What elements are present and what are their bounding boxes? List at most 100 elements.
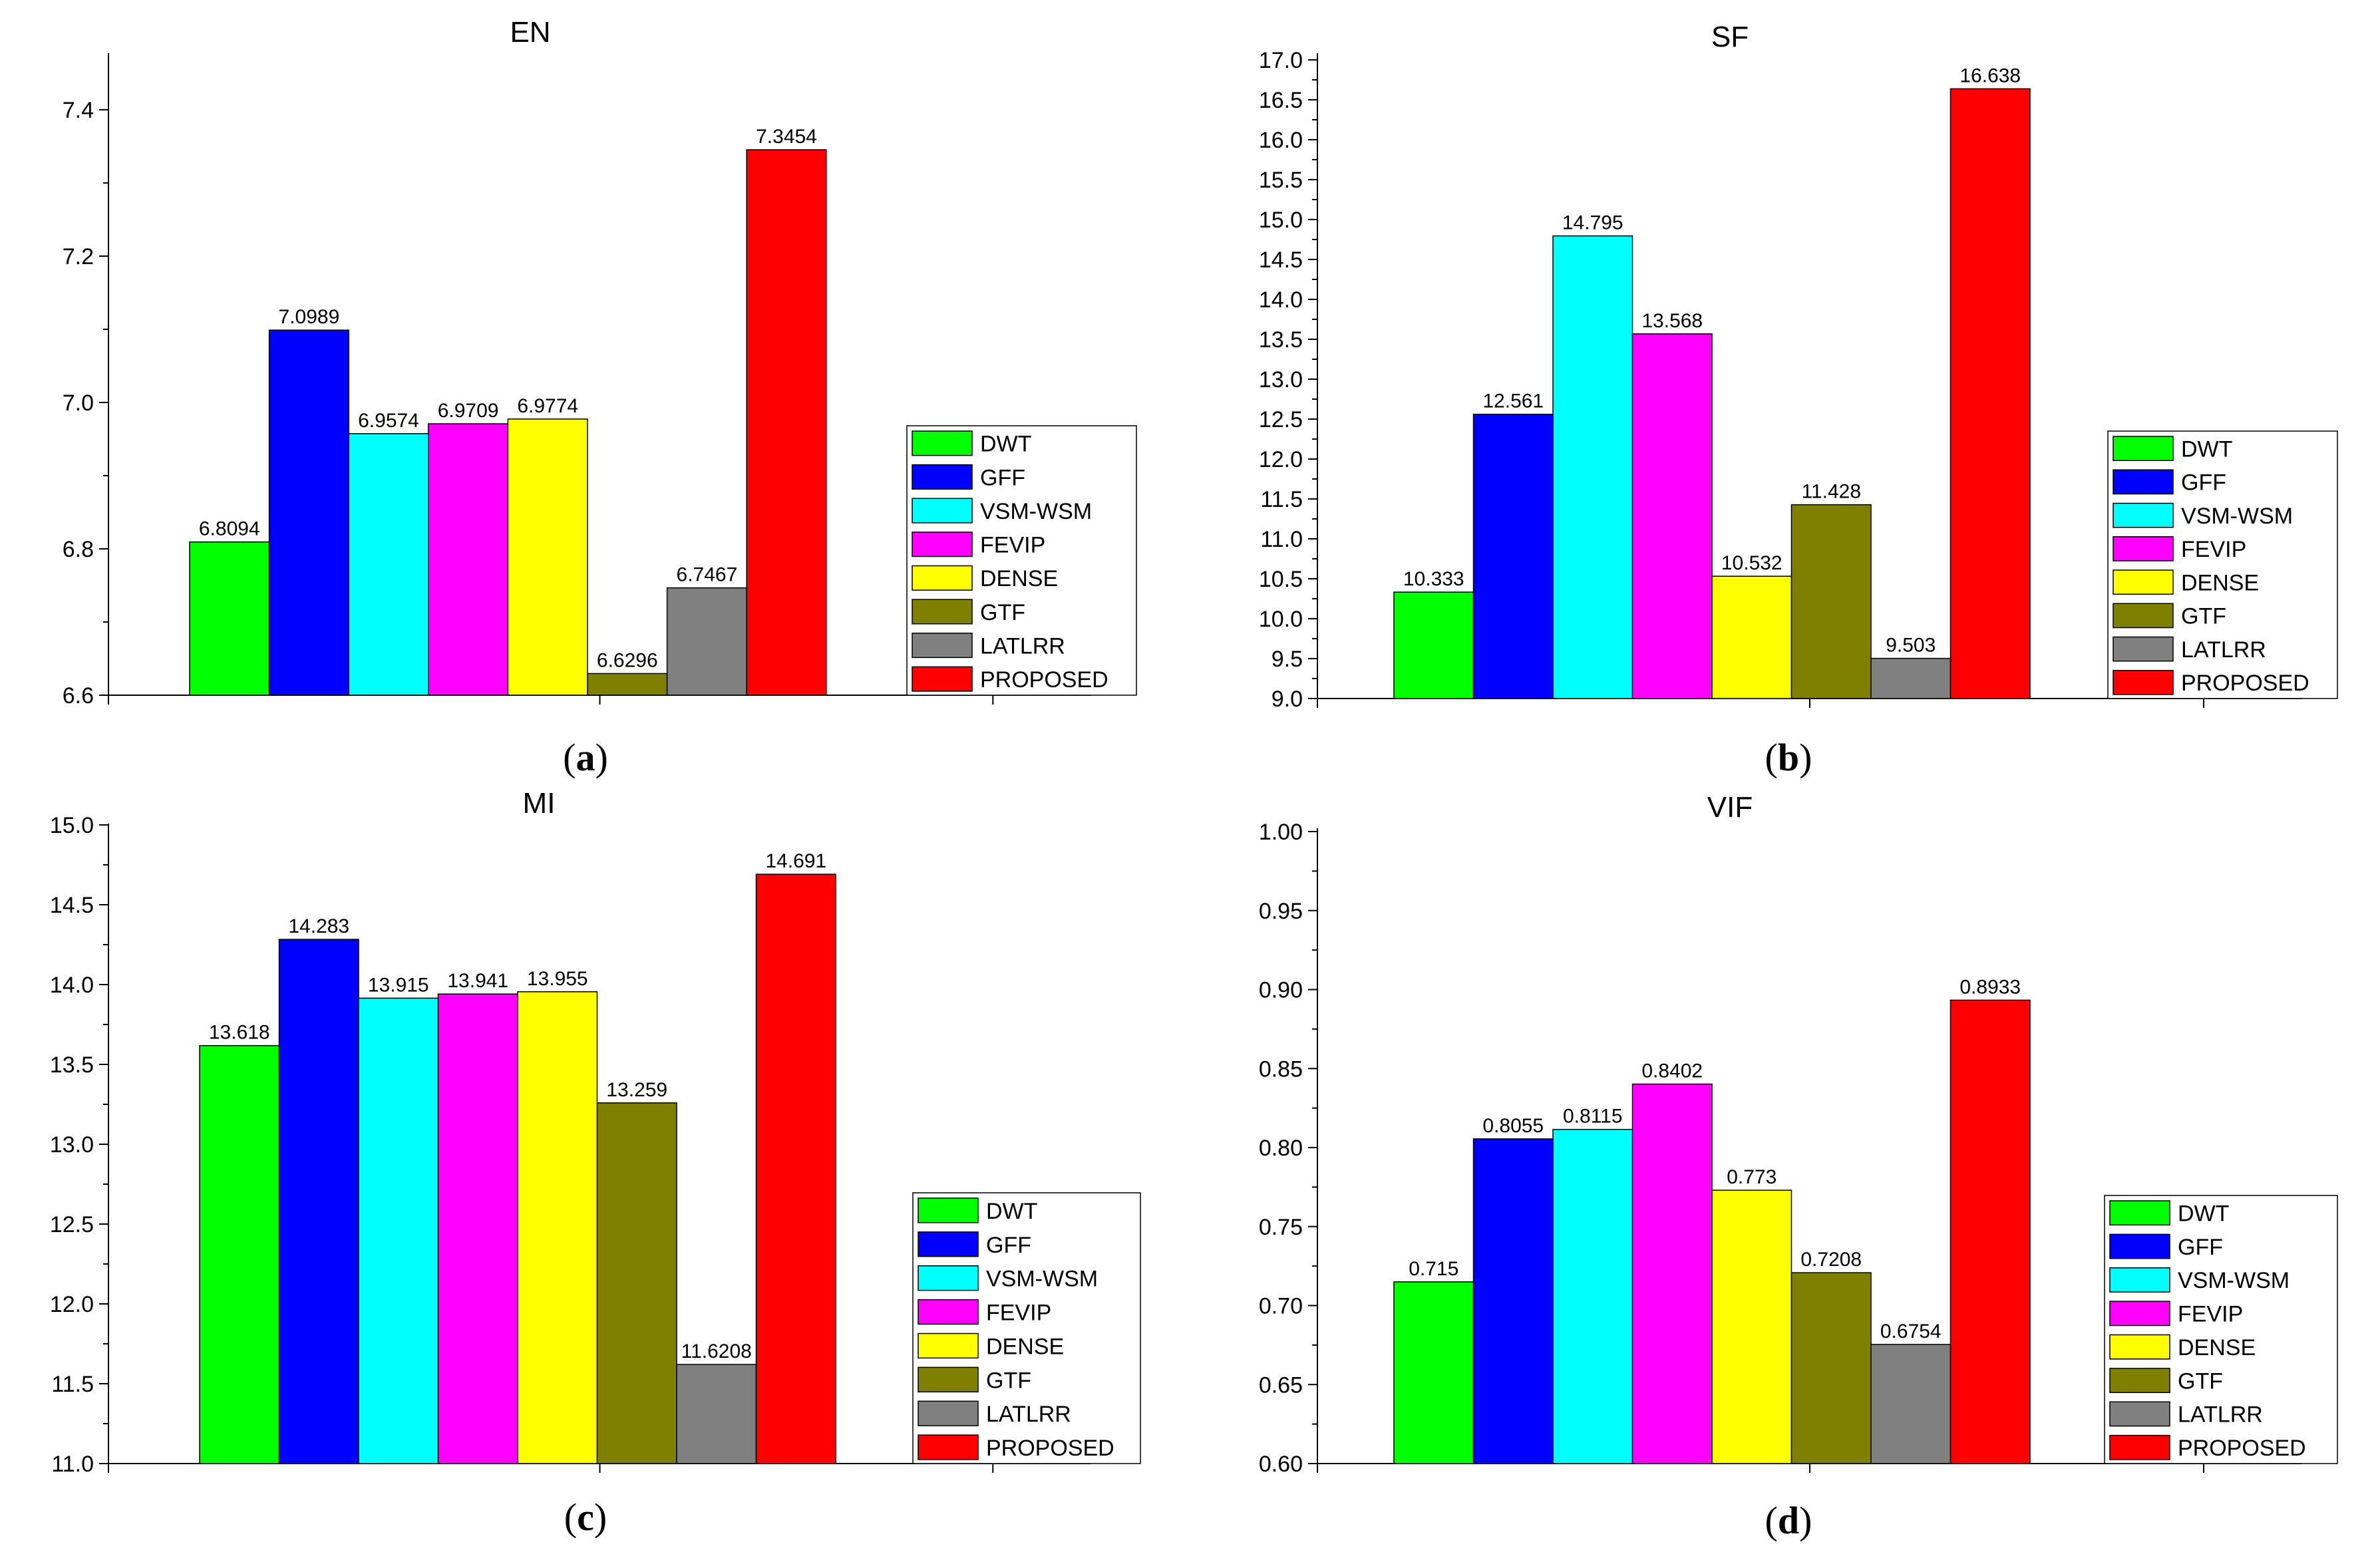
legend-swatch-proposed [912, 666, 973, 692]
legend-label-fevip: FEVIP [2181, 537, 2246, 562]
legend-swatch-proposed [2109, 1434, 2170, 1460]
legend-label-dwt: DWT [2181, 436, 2232, 462]
legend-swatch-gff [918, 1231, 979, 1257]
bar-dense [517, 991, 598, 1464]
legend-swatch-dense [2109, 1334, 2170, 1360]
bar-fevip [1631, 1083, 1713, 1464]
legend: DWT GFF VSM-WSM FEVIP DENSE GTF LATLRR PROPOSED [906, 425, 1137, 696]
bar-value-label: 0.773 [1727, 1166, 1777, 1188]
y-tick-label: 13.0 [1259, 367, 1303, 392]
bar-value-label: 6.9774 [517, 395, 578, 417]
chart-panel-c: MI 11.0 11.5 12.0 12.5 13.0 13.5 14.0 14.5 15.0 13… [50, 787, 1141, 1539]
y-tick-label: 0.85 [1259, 1056, 1303, 1082]
bar-value-label: 0.7208 [1800, 1249, 1862, 1271]
chart-panel-a: EN 6.6 6.8 7.0 7.2 7.4 6.8094 7.0989 6.9574 6.970… [63, 16, 1137, 779]
legend-swatch-proposed [2113, 670, 2174, 695]
y-tick-label: 0.90 [1259, 978, 1303, 1003]
bar-value-label: 6.9709 [438, 400, 499, 422]
y-tick-label: 13.5 [1259, 327, 1303, 353]
y-tick-label: 0.95 [1259, 899, 1303, 924]
bar-value-label: 11.6208 [681, 1340, 752, 1362]
legend-label-dwt: DWT [986, 1199, 1037, 1224]
legend-swatch-dense [918, 1333, 979, 1359]
bar-dense [507, 418, 588, 696]
y-tick-label: 12.5 [50, 1212, 94, 1237]
y-tick-label: 12.5 [1259, 407, 1303, 432]
bar-fevip [428, 423, 509, 696]
bar-dwt [1393, 591, 1474, 699]
y-tick-label: 11.0 [51, 1452, 94, 1477]
legend-label-dense: DENSE [2181, 570, 2259, 595]
legend-label-vsm-wsm: VSM-WSM [2181, 504, 2293, 529]
legend-label-gff: GFF [2178, 1235, 2223, 1260]
bar-value-label: 12.561 [1482, 391, 1544, 412]
legend-swatch-fevip [912, 532, 973, 557]
panel-caption: (b) [1765, 736, 1812, 779]
bar-value-label: 14.691 [765, 850, 826, 872]
legend-label-gff: GFF [980, 465, 1025, 490]
legend: DWT GFF VSM-WSM FEVIP DENSE GTF LATLRR PROPOSED [2107, 430, 2338, 699]
bar-value-label: 16.638 [1959, 65, 2021, 86]
legend-swatch-dwt [2109, 1200, 2170, 1226]
legend-swatch-fevip [2113, 536, 2174, 561]
legend-label-fevip: FEVIP [2178, 1302, 2243, 1327]
y-tick-label: 12.0 [1259, 447, 1303, 472]
legend-label-dense: DENSE [980, 566, 1058, 591]
legend-swatch-gff [912, 464, 973, 490]
y-tick-label: 15.0 [50, 813, 94, 838]
legend-label-dense: DENSE [986, 1334, 1064, 1359]
bar-gtf [1790, 504, 1872, 699]
bar-latlrr [666, 587, 747, 696]
legend-swatch-latlrr [918, 1400, 979, 1426]
bar-dwt [199, 1044, 280, 1464]
y-tick-label: 14.5 [50, 893, 94, 918]
bar-value-label: 14.795 [1562, 212, 1623, 234]
legend-label-fevip: FEVIP [980, 533, 1045, 558]
panel-caption: (a) [563, 736, 608, 779]
bar-fevip [1631, 333, 1713, 699]
legend-label-proposed: PROPOSED [980, 667, 1108, 693]
bar-value-label: 13.259 [606, 1079, 667, 1101]
y-tick-label: 13.5 [50, 1052, 94, 1078]
y-tick-label: 6.8 [63, 537, 94, 562]
bar-value-label: 0.8055 [1482, 1115, 1544, 1137]
panel-caption: (d) [1765, 1499, 1812, 1542]
chart-title: VIF [1707, 791, 1753, 824]
y-tick-label: 11.5 [1260, 487, 1303, 512]
y-tick-label: 15.0 [1259, 208, 1303, 233]
bar-latlrr [1870, 657, 1952, 699]
chart-title: EN [510, 16, 550, 49]
bar-value-label: 13.568 [1641, 310, 1703, 332]
legend-swatch-fevip [2109, 1301, 2170, 1327]
chart-panel-d: VIF 0.60 0.65 0.70 0.75 0.80 0.85 0.90 0.95 1.00 0… [1259, 791, 2338, 1542]
bar-gff [1472, 413, 1554, 699]
legend-label-gtf: GTF [2178, 1368, 2223, 1394]
y-tick-label: 0.65 [1259, 1372, 1303, 1398]
y-tick-label: 17.0 [1259, 48, 1303, 73]
y-tick-label: 0.80 [1259, 1136, 1303, 1161]
y-tick-label: 11.0 [1260, 527, 1303, 552]
legend-label-latlrr: LATLRR [980, 633, 1065, 659]
legend-swatch-proposed [918, 1434, 979, 1460]
bar-vsm-wsm [1552, 235, 1633, 699]
legend-label-proposed: PROPOSED [2181, 671, 2309, 696]
legend-label-proposed: PROPOSED [986, 1436, 1114, 1461]
bar-value-label: 10.333 [1403, 568, 1464, 590]
legend-label-gff: GFF [2181, 470, 2226, 496]
legend-swatch-latlrr [912, 633, 973, 659]
y-tick-label: 11.5 [51, 1372, 94, 1397]
bar-value-label: 0.8402 [1641, 1060, 1703, 1082]
legend-swatch-vsm-wsm [2109, 1267, 2170, 1293]
bar-gtf [596, 1102, 677, 1464]
bar-value-label: 10.532 [1721, 552, 1783, 574]
legend-label-vsm-wsm: VSM-WSM [2178, 1268, 2290, 1293]
legend-swatch-gtf [2113, 603, 2174, 629]
bar-value-label: 6.6296 [597, 649, 658, 671]
bar-gff [278, 939, 359, 1464]
legend-label-latlrr: LATLRR [2178, 1402, 2263, 1428]
bar-value-label: 14.283 [288, 915, 349, 937]
legend-label-dwt: DWT [2178, 1201, 2229, 1226]
y-tick-label: 12.0 [50, 1292, 94, 1317]
legend-swatch-vsm-wsm [918, 1265, 979, 1291]
